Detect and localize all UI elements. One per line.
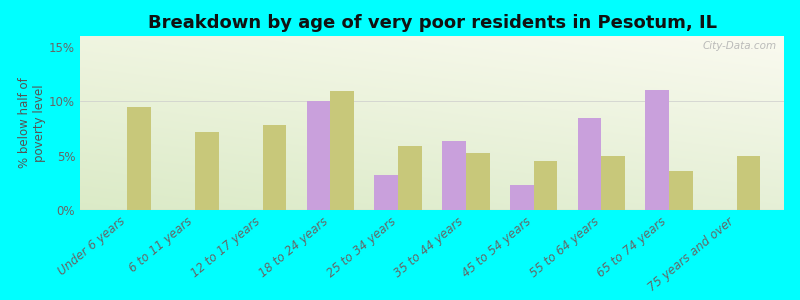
Bar bbox=[330, 92, 354, 210]
Bar bbox=[646, 90, 669, 210]
Bar bbox=[306, 101, 330, 210]
Bar bbox=[398, 146, 422, 210]
Bar bbox=[374, 175, 398, 210]
Bar bbox=[602, 156, 625, 210]
Bar bbox=[534, 161, 558, 210]
Bar bbox=[466, 154, 490, 210]
Bar bbox=[510, 185, 534, 210]
Bar bbox=[442, 142, 466, 210]
Text: City-Data.com: City-Data.com bbox=[703, 41, 777, 51]
Bar bbox=[669, 171, 693, 210]
Title: Breakdown by age of very poor residents in Pesotum, IL: Breakdown by age of very poor residents … bbox=[147, 14, 717, 32]
Bar bbox=[127, 107, 151, 210]
Bar bbox=[578, 118, 602, 210]
Bar bbox=[262, 125, 286, 210]
Bar bbox=[737, 156, 760, 210]
Bar bbox=[195, 132, 218, 210]
Y-axis label: % below half of
poverty level: % below half of poverty level bbox=[18, 78, 46, 168]
